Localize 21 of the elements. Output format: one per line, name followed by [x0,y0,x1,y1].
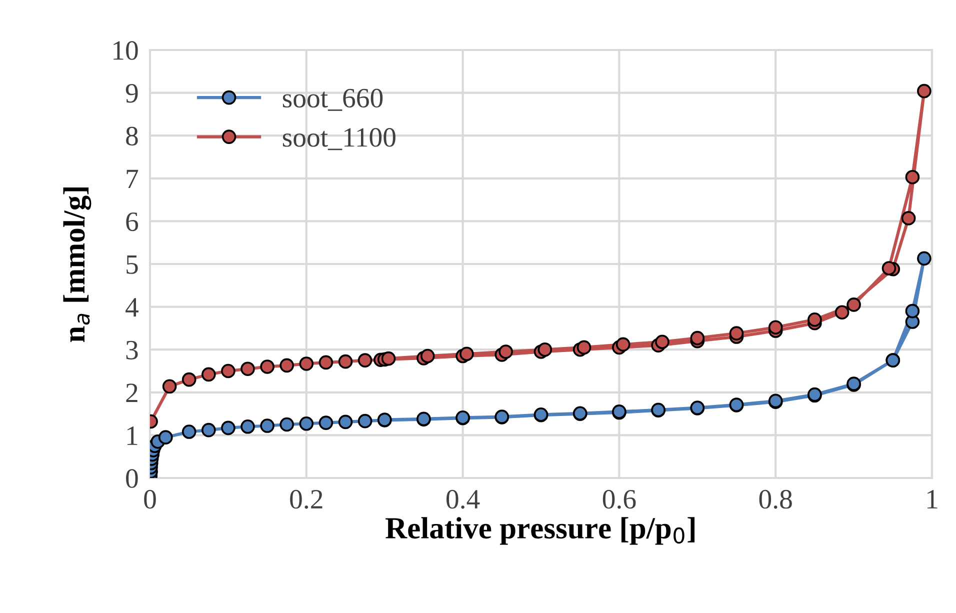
y-tick-label: 5 [126,255,138,274]
y-tick-label: 3 [126,340,138,360]
y-axis-title: n$_{a}$ [mmol/g] [63,187,92,342]
y-tick-label: 6 [126,212,138,232]
x-tick-label: 0.8 [759,490,792,509]
x-axis-title: Relative pressure [p/p$_{0}$] [386,517,695,545]
y-tick-label: 9 [126,84,138,103]
y-tick-label: 7 [126,170,138,188]
y-tick-label: 4 [126,298,138,316]
x-tick-label: 1 [928,490,938,508]
x-tick-label: 0.4 [446,490,480,509]
y-tick-label: 8 [126,126,138,146]
y-tick-label: 0 [126,469,138,488]
x-tick-label: 0.6 [602,490,636,509]
y-tick-label: 2 [126,384,138,402]
y-tick-label: 10 [114,41,138,60]
y-tick-label: 1 [127,426,138,445]
x-tick-label: 0.2 [290,490,322,509]
legend-label: soot_660 [282,88,383,111]
x-tick-label: 0 [144,490,156,509]
legend-label: soot_1100 [282,128,396,150]
